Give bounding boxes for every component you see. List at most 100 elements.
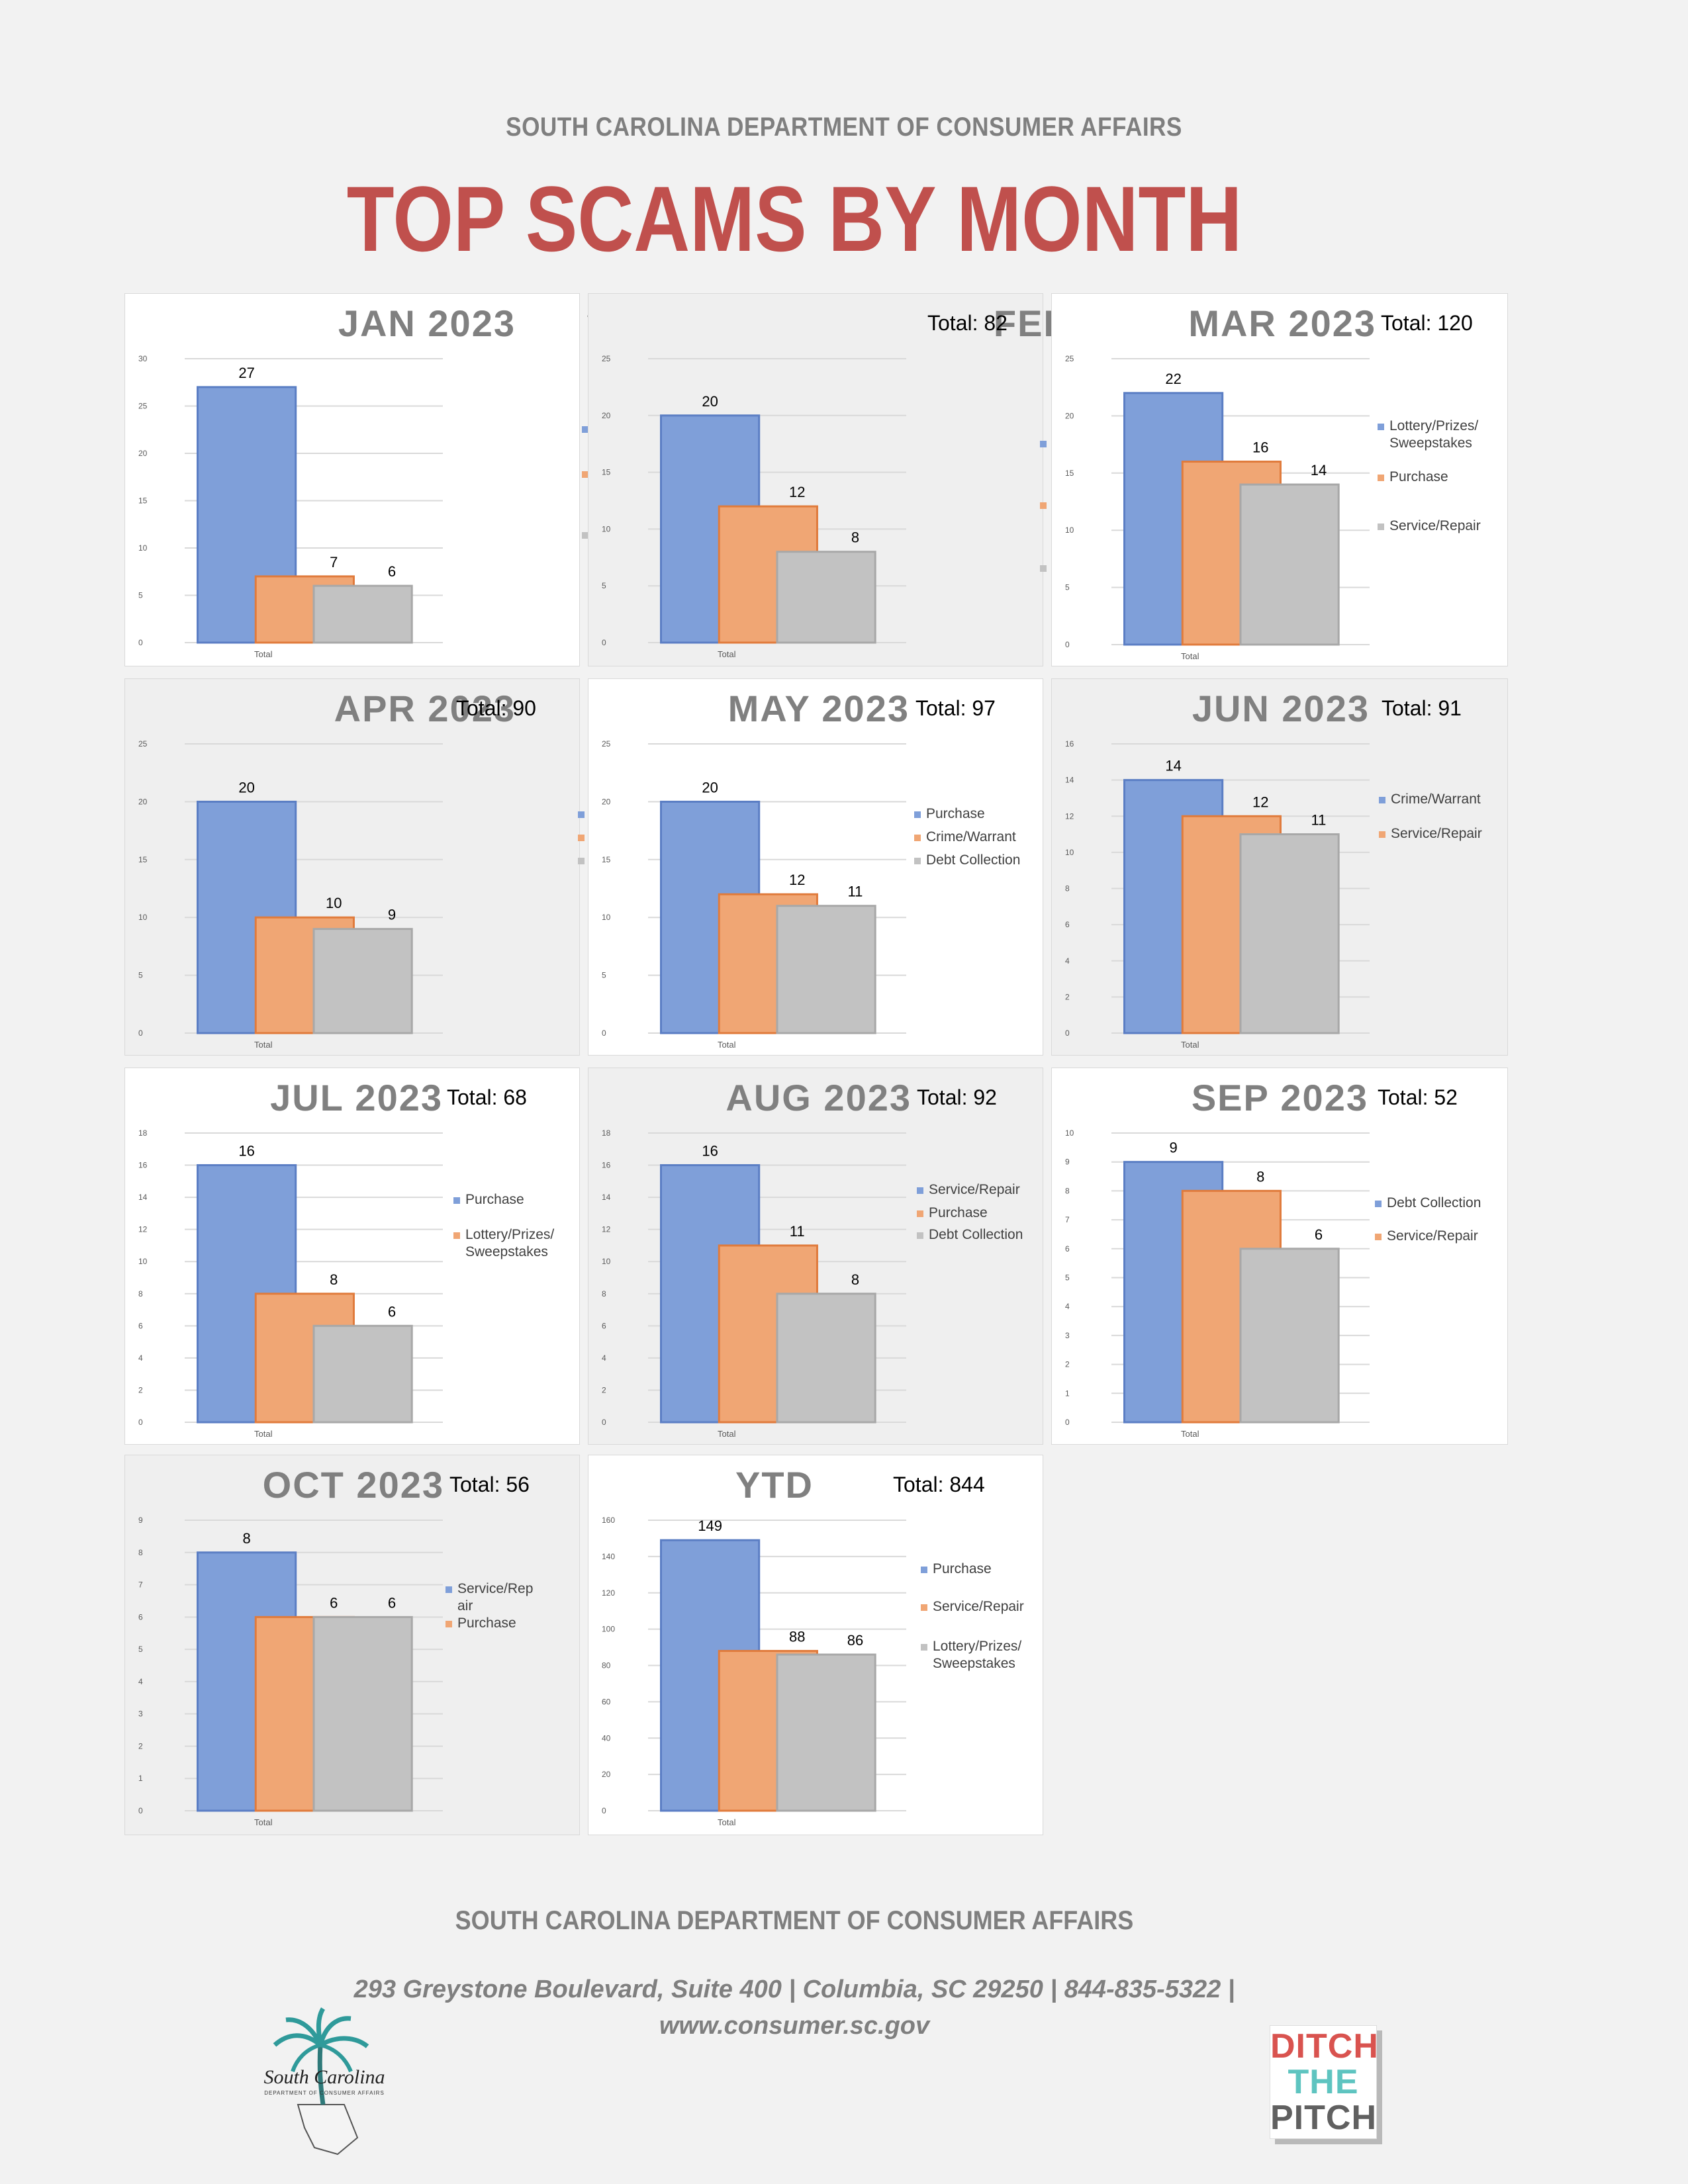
data-label: 14 xyxy=(1165,758,1181,774)
y-tick-label: 3 xyxy=(1065,1331,1070,1340)
chart-svg: 0 5 10 15 20 25 22 16 14 Total Lottery/Prizes/Swee… xyxy=(1065,354,1481,661)
y-tick-label: 6 xyxy=(1065,1244,1070,1253)
data-label: 12 xyxy=(789,872,805,888)
bar-3 xyxy=(776,551,876,644)
chart-month-title: AUG 2023 xyxy=(726,1077,912,1118)
legend-swatch xyxy=(921,1567,927,1573)
y-tick-label: 10 xyxy=(1065,1128,1074,1138)
x-axis-label: Total xyxy=(254,649,273,659)
bar-3 xyxy=(312,1615,413,1812)
data-label: 16 xyxy=(702,1143,718,1160)
y-tick-label: 4 xyxy=(138,1353,143,1363)
y-tick-label: 10 xyxy=(138,1257,148,1266)
dtp-pitch: PITCH xyxy=(1270,2099,1377,2137)
y-tick-label: 5 xyxy=(138,971,143,980)
y-tick-label: 10 xyxy=(602,913,611,922)
bar-3 xyxy=(776,1653,876,1812)
y-tick-label: 10 xyxy=(1065,525,1074,535)
data-label: 7 xyxy=(330,554,338,570)
y-tick-label: 8 xyxy=(1065,1186,1070,1195)
chart-svg: 0 20 40 60 80 100 120 140 160 149 88 86 Total Purchas… xyxy=(602,1516,1024,1827)
y-tick-label: 6 xyxy=(1065,920,1070,929)
dtp-the: THE xyxy=(1288,2063,1359,2101)
legend-swatch xyxy=(582,426,588,433)
chart-panel-9: SEP 2023 Total: 52 0 1 2 3 4 5 6 7 8 9 10 9 8 6 Total Deb… xyxy=(1051,1068,1508,1445)
y-tick-label: 25 xyxy=(602,354,611,363)
legend-swatch xyxy=(453,1232,460,1239)
data-label: 12 xyxy=(789,484,805,500)
y-tick-label: 6 xyxy=(138,1321,143,1330)
legend-swatch xyxy=(917,1187,923,1194)
y-tick-label: 16 xyxy=(138,1161,148,1170)
x-axis-label: Total xyxy=(718,649,736,659)
legend-swatch xyxy=(914,811,921,818)
chart-svg: 0 5 10 15 20 25 20 12 11 Total Purchase Crime/Warra… xyxy=(602,739,1020,1050)
chart-month-title: JUN 2023 xyxy=(1192,688,1370,729)
y-tick-label: 60 xyxy=(602,1697,611,1706)
y-tick-label: 80 xyxy=(602,1661,611,1670)
y-tick-label: 2 xyxy=(1065,992,1070,1001)
y-tick-label: 10 xyxy=(138,913,148,922)
y-tick-label: 0 xyxy=(602,1418,606,1427)
page-title: TOP SCAMS BY MONTH xyxy=(346,167,1243,271)
y-tick-label: 9 xyxy=(138,1516,143,1525)
x-axis-label: Total xyxy=(254,1817,273,1827)
chart-total-label: Total: 92 xyxy=(917,1085,997,1109)
data-label: 10 xyxy=(326,895,342,911)
data-label: 6 xyxy=(388,563,396,580)
y-tick-label: 20 xyxy=(602,797,611,806)
chart-total-label: Total: 844 xyxy=(893,1473,985,1496)
data-label: 14 xyxy=(1311,462,1327,478)
legend-label: Service/Repair xyxy=(933,1599,1024,1614)
y-tick-label: 14 xyxy=(138,1193,148,1202)
legend-label: Purchase xyxy=(1389,469,1448,484)
legend-swatch xyxy=(1378,475,1384,481)
y-tick-label: 0 xyxy=(602,638,606,647)
legend-swatch xyxy=(1040,502,1047,509)
chart-month-title: MAY 2023 xyxy=(727,688,910,729)
chart-panel-7: JUL 2023 Total: 68 0 2 4 6 8 10 12 14 16 18 16 8 6 Tota… xyxy=(124,1068,580,1445)
legend-swatch xyxy=(1378,424,1384,430)
agency-header: SOUTH CAROLINA DEPARTMENT OF CONSUMER AF… xyxy=(506,113,1182,142)
y-tick-label: 3 xyxy=(138,1709,143,1719)
data-label: 8 xyxy=(330,1271,338,1288)
sc-logo-text: South Carolina xyxy=(263,2066,385,2088)
chart-month-title: MAR 2023 xyxy=(1188,302,1376,344)
legend-swatch xyxy=(914,835,921,841)
bar-3 xyxy=(312,1324,413,1424)
y-tick-label: 18 xyxy=(138,1128,148,1138)
chart-month-title: JUL 2023 xyxy=(270,1077,443,1118)
y-tick-label: 100 xyxy=(602,1625,615,1634)
legend-label: Lottery/Prizes/Sweepstakes xyxy=(465,1227,554,1259)
data-label: 88 xyxy=(789,1629,805,1645)
chart-total-label: Total: 97 xyxy=(915,696,996,720)
y-tick-label: 0 xyxy=(138,638,143,647)
y-tick-label: 20 xyxy=(602,411,611,420)
chart-month-title: JAN 2023 xyxy=(338,302,516,344)
chart-total-label: Total: 90 xyxy=(456,696,536,720)
y-tick-label: 8 xyxy=(138,1289,143,1298)
y-tick-label: 160 xyxy=(602,1516,615,1525)
y-tick-label: 5 xyxy=(138,1645,143,1654)
legend-swatch xyxy=(914,858,921,864)
y-tick-label: 16 xyxy=(1065,739,1074,749)
legend-label: Purchase xyxy=(929,1205,988,1220)
y-tick-label: 8 xyxy=(602,1289,606,1298)
y-tick-label: 10 xyxy=(1065,848,1074,857)
y-tick-label: 6 xyxy=(138,1612,143,1621)
chart-svg: 0 2 4 6 8 10 12 14 16 14 12 11 Total Crime/Warrant Ser… xyxy=(1065,739,1482,1050)
y-tick-label: 14 xyxy=(1065,776,1074,785)
chart-svg: 0 1 2 3 4 5 6 7 8 9 10 9 8 6 Total Debt Collection Servi… xyxy=(1065,1128,1481,1439)
y-tick-label: 8 xyxy=(1065,884,1070,893)
y-tick-label: 20 xyxy=(602,1770,611,1779)
y-tick-label: 12 xyxy=(138,1225,148,1234)
data-label: 9 xyxy=(388,907,396,923)
legend-label: Service/Repair xyxy=(1389,518,1481,533)
chart-total-label: Total: 56 xyxy=(449,1473,530,1496)
chart-panel-8: AUG 2023 Total: 92 0 2 4 6 8 10 12 14 16 18 16 11 8 Tot… xyxy=(588,1068,1043,1445)
data-label: 20 xyxy=(702,779,718,796)
x-axis-label: Total xyxy=(718,1040,736,1050)
y-tick-label: 1 xyxy=(138,1774,143,1783)
